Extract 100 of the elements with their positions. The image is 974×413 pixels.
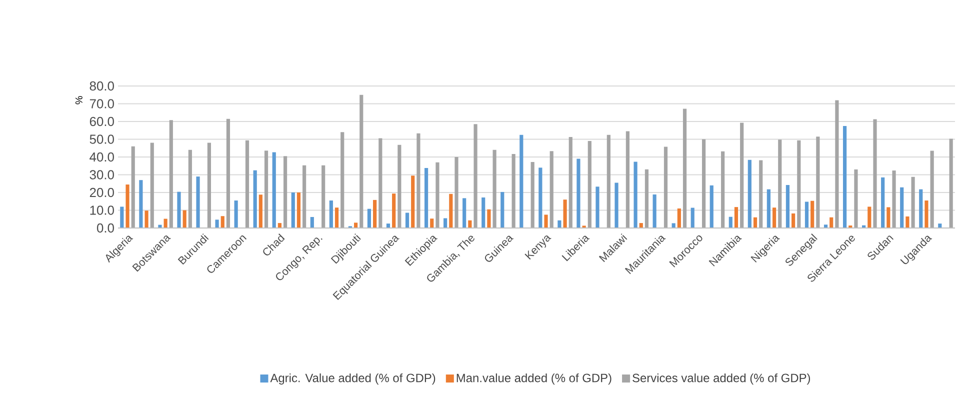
bar <box>949 138 953 228</box>
bar <box>322 165 326 228</box>
y-tick-label: 60.0 <box>90 116 114 126</box>
y-tick-label: 70.0 <box>90 99 114 108</box>
y-tick-label: 10.0 <box>90 206 114 215</box>
y-tick-label: 0.0 <box>96 223 114 233</box>
bar <box>120 206 124 228</box>
bar <box>424 168 428 228</box>
bar <box>296 192 301 228</box>
bar <box>340 132 344 228</box>
bar <box>436 162 440 228</box>
bar <box>538 168 542 228</box>
y-tick-label: 20.0 <box>90 188 114 198</box>
bar <box>576 158 580 228</box>
bar <box>710 185 714 228</box>
bar <box>740 122 744 228</box>
bar <box>367 208 372 228</box>
bar <box>500 192 504 228</box>
bar <box>626 131 630 228</box>
bar <box>264 150 268 228</box>
bar <box>150 142 154 228</box>
bar <box>215 220 219 228</box>
bar <box>430 218 434 228</box>
bar <box>911 176 915 228</box>
bar <box>530 162 534 228</box>
bar <box>462 198 466 228</box>
bar <box>830 217 834 228</box>
bar <box>550 151 554 228</box>
bar <box>487 209 491 228</box>
bar <box>778 140 782 228</box>
bar <box>520 134 524 228</box>
bar <box>144 210 148 228</box>
bar <box>759 160 763 228</box>
bar <box>606 134 610 228</box>
bar <box>444 218 448 228</box>
bar <box>804 202 809 228</box>
bar <box>220 216 224 228</box>
bar <box>881 177 885 228</box>
bar <box>842 126 847 228</box>
bar <box>398 144 402 228</box>
bar <box>411 176 415 228</box>
bar <box>772 208 776 228</box>
bar <box>207 142 211 228</box>
bar <box>283 156 288 228</box>
bar <box>900 187 904 228</box>
bar <box>596 186 600 228</box>
bar <box>226 118 230 228</box>
bar <box>892 170 896 228</box>
bar <box>568 136 572 228</box>
bar <box>258 194 262 228</box>
bar <box>873 119 877 228</box>
bar <box>797 140 801 228</box>
bar <box>906 216 910 228</box>
bar <box>748 160 752 228</box>
bar <box>245 140 250 228</box>
bar <box>177 192 181 228</box>
bar <box>329 200 333 228</box>
bar <box>810 200 814 228</box>
bar <box>721 151 725 228</box>
bar <box>492 150 496 228</box>
bar <box>272 152 276 228</box>
bar <box>672 223 676 228</box>
bar <box>924 200 928 228</box>
bar <box>854 169 858 228</box>
bar <box>126 184 130 228</box>
bar <box>310 216 314 228</box>
bar <box>728 216 732 228</box>
bar <box>188 150 192 228</box>
bar <box>474 124 478 228</box>
legend-label: Agric. Value added (% of GDP) <box>270 373 436 385</box>
legend-label: Man.value added (% of GDP) <box>456 373 612 385</box>
y-axis-title: % <box>75 96 82 104</box>
bar <box>644 169 649 228</box>
bar <box>614 182 618 228</box>
bar <box>360 94 364 228</box>
bar <box>682 108 687 228</box>
bar <box>664 146 668 228</box>
bar <box>354 222 358 228</box>
bar <box>169 120 173 228</box>
bar <box>734 207 738 228</box>
bar <box>702 139 706 228</box>
bar <box>634 162 638 228</box>
bar <box>677 208 681 228</box>
bar <box>786 185 790 228</box>
bar <box>886 207 890 228</box>
bar <box>373 200 377 228</box>
bar <box>512 154 516 228</box>
bar <box>919 189 923 228</box>
bar <box>868 206 872 228</box>
bar <box>792 213 796 228</box>
bar <box>588 141 592 228</box>
bar <box>454 157 458 228</box>
bar <box>544 214 548 228</box>
bar <box>334 208 339 228</box>
bar <box>139 180 143 228</box>
bar <box>291 192 295 228</box>
bar <box>753 217 758 228</box>
bar <box>766 189 770 228</box>
y-tick-label: 40.0 <box>90 152 114 162</box>
bar <box>253 170 257 228</box>
